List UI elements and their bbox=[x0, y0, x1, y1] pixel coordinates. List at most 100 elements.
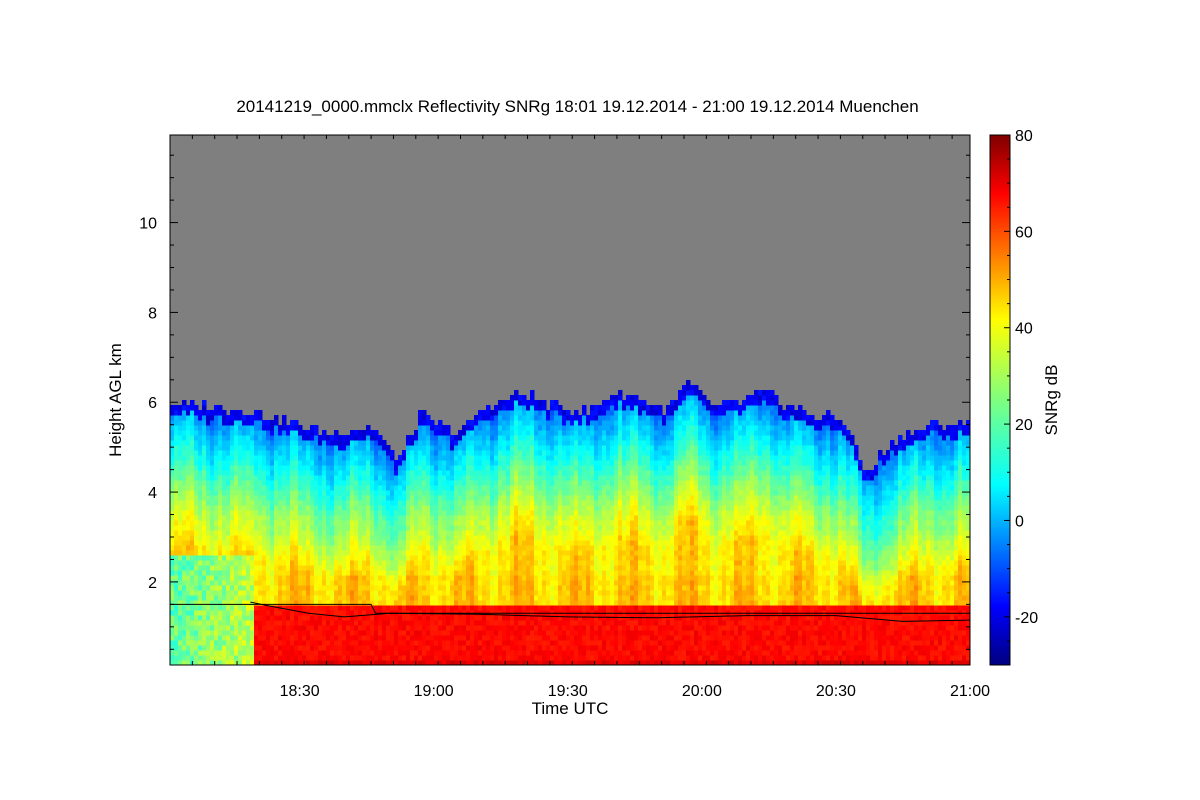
echo-column bbox=[898, 435, 903, 665]
echo-column bbox=[418, 410, 423, 665]
echo-column bbox=[934, 420, 939, 665]
echo-column bbox=[478, 410, 483, 665]
echo-column bbox=[794, 410, 799, 665]
echo-column bbox=[474, 415, 479, 665]
echo-column bbox=[902, 440, 907, 665]
echo-column bbox=[222, 410, 227, 665]
echo-column bbox=[186, 405, 191, 665]
echo-column bbox=[358, 430, 363, 665]
echo-column bbox=[606, 400, 611, 665]
y-tick-label: 6 bbox=[148, 395, 157, 412]
echo-column bbox=[178, 405, 183, 665]
echo-column bbox=[466, 420, 471, 665]
echo-column bbox=[238, 410, 243, 665]
echo-column bbox=[390, 450, 395, 665]
echo-column bbox=[698, 390, 703, 665]
echo-column bbox=[374, 430, 379, 665]
echo-column bbox=[782, 410, 787, 665]
echo-column bbox=[250, 415, 255, 665]
echo-column bbox=[762, 390, 767, 665]
echo-column bbox=[742, 400, 747, 665]
echo-column bbox=[218, 405, 223, 665]
echo-column bbox=[430, 420, 435, 665]
echo-column bbox=[434, 425, 439, 665]
x-axis: 18:30 19:00 19:30 20:00 20:30 21:00 bbox=[169, 135, 990, 700]
echo-column bbox=[254, 410, 259, 665]
echo-column bbox=[774, 395, 779, 665]
x-axis-label: Time UTC bbox=[532, 699, 609, 718]
echo-column bbox=[594, 405, 599, 665]
echo-column bbox=[674, 400, 679, 665]
echo-column bbox=[638, 400, 643, 665]
echo-column bbox=[530, 390, 535, 665]
y-tick-label: 8 bbox=[148, 305, 157, 322]
echo-column bbox=[874, 465, 879, 665]
y-tick-label: 2 bbox=[148, 575, 157, 592]
echo-column bbox=[510, 395, 515, 665]
echo-column bbox=[622, 400, 627, 665]
echo-column bbox=[746, 395, 751, 665]
echo-column bbox=[806, 415, 811, 665]
echo-column bbox=[262, 420, 267, 665]
echo-column bbox=[710, 405, 715, 665]
echo-column bbox=[306, 430, 311, 665]
echo-column bbox=[258, 410, 263, 665]
colorbar-tick-label: 40 bbox=[1015, 321, 1033, 338]
echo-column bbox=[486, 405, 491, 665]
echo-column bbox=[590, 405, 595, 665]
colorbar-tick-label: 80 bbox=[1015, 128, 1033, 145]
echo-column bbox=[526, 400, 531, 665]
echo-column bbox=[866, 470, 871, 665]
echo-column bbox=[930, 420, 935, 665]
echo-column bbox=[270, 420, 275, 665]
echo-column bbox=[566, 410, 571, 665]
echo-column bbox=[446, 425, 451, 665]
boundary-lines bbox=[170, 601, 970, 622]
layer-top-line bbox=[250, 601, 970, 622]
colorbar-axis: -20 0 20 40 60 80 bbox=[1004, 128, 1038, 666]
echo-column bbox=[654, 405, 659, 665]
echo-column bbox=[562, 410, 567, 665]
echo-column bbox=[266, 420, 271, 665]
echo-column bbox=[862, 470, 867, 665]
echo-column bbox=[546, 410, 551, 665]
echo-column bbox=[554, 400, 559, 665]
echo-column bbox=[770, 390, 775, 665]
echo-column bbox=[642, 400, 647, 665]
echo-column bbox=[754, 390, 759, 665]
echo-column bbox=[286, 425, 291, 665]
echo-column bbox=[342, 435, 347, 665]
echo-column bbox=[442, 425, 447, 665]
echo-column bbox=[678, 390, 683, 665]
echo-column bbox=[282, 415, 287, 665]
echo-column bbox=[506, 400, 511, 665]
echo-column bbox=[886, 450, 891, 665]
echo-column bbox=[730, 400, 735, 665]
echo-column bbox=[718, 405, 723, 665]
echo-column bbox=[422, 410, 427, 665]
echo-column bbox=[346, 435, 351, 665]
echo-column bbox=[314, 425, 319, 665]
echo-column bbox=[354, 430, 359, 665]
echo-column bbox=[350, 430, 355, 665]
echo-column bbox=[382, 440, 387, 665]
echo-field bbox=[170, 380, 970, 665]
echo-column bbox=[890, 440, 895, 665]
echo-column bbox=[234, 410, 239, 665]
x-tick-label: 21:00 bbox=[950, 683, 990, 700]
echo-column bbox=[498, 400, 503, 665]
echo-column bbox=[810, 415, 815, 665]
echo-column bbox=[226, 415, 231, 665]
x-tick-label: 20:30 bbox=[816, 683, 856, 700]
echo-column bbox=[942, 430, 947, 665]
colorbar-tick-label: 60 bbox=[1015, 224, 1033, 241]
reference-line bbox=[170, 603, 970, 614]
echo-column bbox=[618, 390, 623, 665]
echo-column bbox=[758, 390, 763, 665]
echo-column bbox=[750, 395, 755, 665]
echo-column bbox=[318, 435, 323, 665]
echo-column bbox=[830, 415, 835, 665]
echo-column bbox=[366, 425, 371, 665]
echo-column bbox=[838, 420, 843, 665]
echo-column bbox=[858, 460, 863, 665]
